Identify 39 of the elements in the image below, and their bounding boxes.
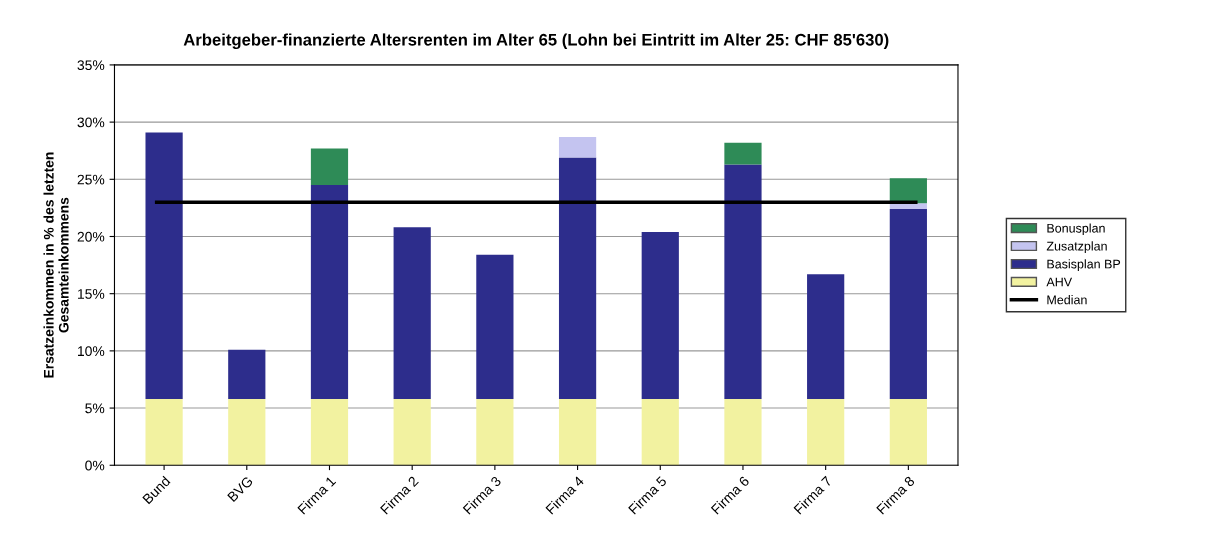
bar: [310, 398, 349, 466]
legend-label: AHV: [1046, 277, 1073, 287]
y-tick-label: 25%: [77, 174, 105, 185]
bar: [228, 398, 266, 466]
bar: [724, 164, 762, 399]
bar: [724, 142, 762, 165]
bar: [889, 178, 927, 204]
bar: [724, 398, 762, 466]
bar: [641, 231, 679, 399]
bar: [641, 398, 679, 466]
bar: [228, 349, 266, 399]
legend-label: Basisplan BP: [1047, 259, 1121, 271]
bar: [807, 398, 845, 466]
bar: [558, 157, 597, 399]
bar: [558, 136, 597, 158]
bar: [558, 398, 597, 466]
bar: [145, 132, 183, 399]
y-axis-title: Ersatzeinkommen in % des letzten Gesamteinkommens: [43, 152, 69, 378]
y-tick-label: 30%: [77, 117, 105, 128]
bar: [476, 254, 514, 399]
chart-title: Arbeitgeber-finanzierte Altersrenten im Alter 65 (Lohn bei Eintritt im Alter 25: CHF 85'630): [183, 33, 889, 50]
bar: [889, 209, 927, 399]
bar: [145, 398, 183, 466]
bar: [889, 398, 927, 466]
bar: [476, 398, 514, 466]
y-tick-label: 5%: [85, 403, 105, 414]
legend-label: Zusatzplan: [1046, 241, 1107, 254]
legend-label: Bonusplan: [1047, 223, 1105, 236]
bar: [393, 398, 431, 466]
bar: [310, 185, 349, 399]
bar: [807, 274, 845, 399]
bar: [393, 227, 431, 399]
bar: [310, 148, 349, 186]
y-tick-label: 0%: [85, 460, 105, 471]
y-tick-label: 10%: [78, 346, 105, 357]
y-tick-label: 20%: [77, 231, 105, 242]
legend-label: Median: [1047, 295, 1087, 305]
y-tick-label: 35%: [77, 60, 105, 71]
y-tick-label: 15%: [78, 289, 105, 299]
